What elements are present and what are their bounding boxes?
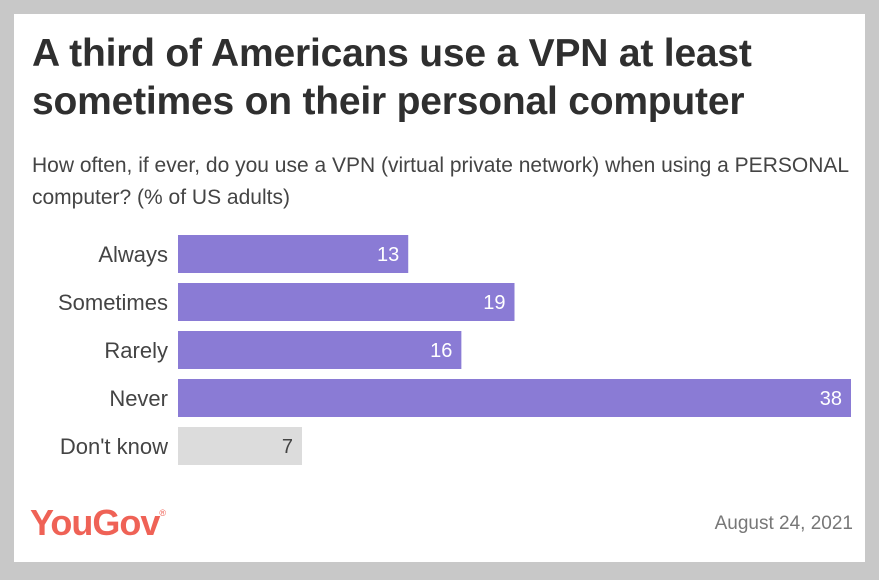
- value-label-always: 13: [377, 244, 399, 266]
- bar-sometimes: [178, 283, 515, 321]
- bar-never: [178, 379, 851, 417]
- chart-card: A third of Americans use a VPN at least …: [14, 14, 865, 562]
- bar-chart: Always 13 Sometimes 19 Rarely 16 Never 38 Don't …: [58, 235, 851, 465]
- category-label-always: Always: [98, 242, 168, 267]
- value-label-don-t-know: 7: [282, 436, 293, 458]
- bar-rarely: [178, 331, 462, 369]
- category-label-don-t-know: Don't know: [60, 434, 168, 459]
- value-label-sometimes: 19: [483, 292, 505, 314]
- category-label-rarely: Rarely: [104, 338, 168, 363]
- brand-mark: ®: [159, 508, 166, 518]
- category-label-never: Never: [109, 386, 168, 411]
- publish-date: August 24, 2021: [714, 513, 853, 534]
- bar-always: [178, 235, 409, 273]
- brand-name: YouGov: [30, 502, 160, 543]
- value-label-never: 38: [820, 388, 842, 410]
- chart-subtitle: How often, if ever, do you use a VPN (vi…: [32, 154, 849, 209]
- yougov-logo: YouGov®: [30, 502, 166, 544]
- bar-don-t-know: [178, 427, 302, 465]
- chart-title: A third of Americans use a VPN at least …: [32, 32, 752, 123]
- value-label-rarely: 16: [430, 340, 452, 362]
- category-label-sometimes: Sometimes: [58, 290, 168, 315]
